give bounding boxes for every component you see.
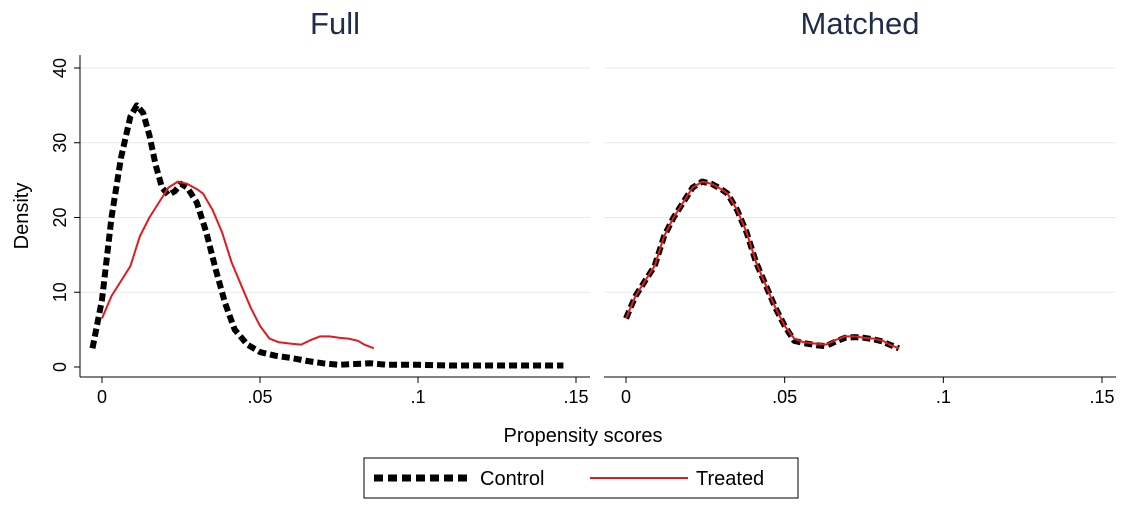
- panel-title: Matched: [801, 6, 920, 41]
- x-tick-label: 0: [621, 387, 631, 407]
- y-tick-label: 10: [50, 282, 70, 302]
- x-tick-label: .15: [563, 387, 588, 407]
- panel-background: [604, 55, 1116, 377]
- y-axis-label: Density: [11, 183, 33, 250]
- panel-background: [80, 55, 590, 377]
- legend: Control Treated: [363, 457, 799, 499]
- legend-label-treated: Treated: [696, 468, 764, 490]
- y-tick-label: 20: [50, 207, 70, 227]
- series-line-treated: [101, 180, 375, 350]
- x-axis-label: Propensity scores: [504, 425, 663, 447]
- panel-title: Full: [310, 6, 360, 41]
- series-line-treated: [625, 180, 900, 350]
- y-tick-label: 0: [50, 362, 70, 372]
- series-line-control: [89, 102, 564, 369]
- y-tick-label: 30: [50, 133, 70, 153]
- x-tick-label: .05: [772, 387, 797, 407]
- panel-1: Matched 0 .05 .1 .15: [604, 6, 1116, 407]
- x-tick-label: .15: [1089, 387, 1114, 407]
- x-tick-label: .1: [936, 387, 951, 407]
- x-tick-label: .1: [410, 387, 425, 407]
- x-tick-label: 0: [97, 387, 107, 407]
- legend-label-control: Control: [480, 468, 544, 490]
- y-tick-label: 40: [50, 58, 70, 78]
- legend-box: [363, 457, 799, 499]
- panel-0: Full 0 .05 .1 .15 0 10 20 30 40: [50, 6, 590, 407]
- x-tick-label: .05: [247, 387, 272, 407]
